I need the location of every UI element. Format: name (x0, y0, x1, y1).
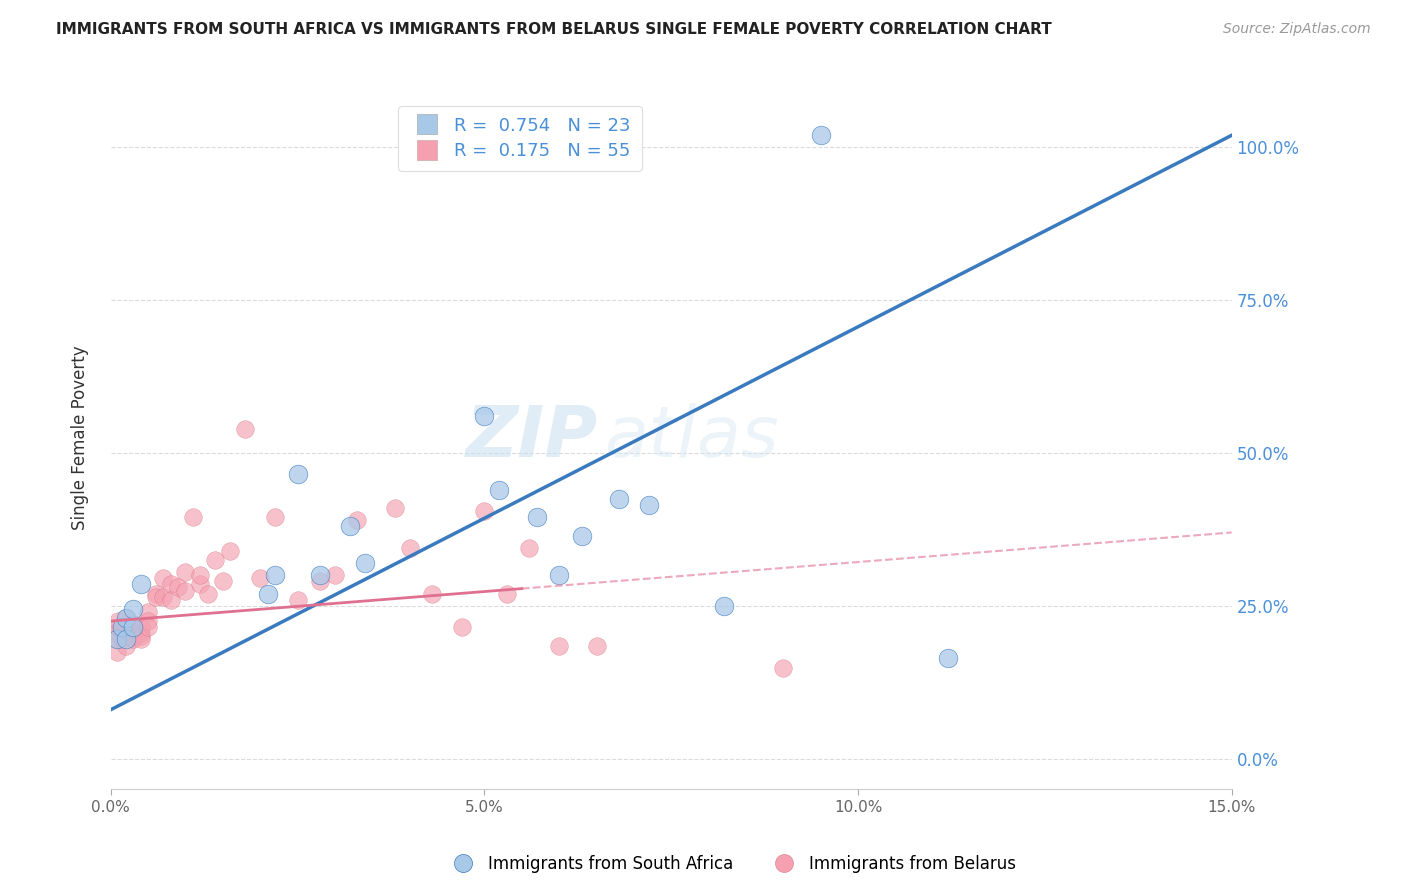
Point (233, 421, 256, 435)
Point (122, 632, 145, 647)
Point (114, 639, 136, 653)
Point (474, 504, 496, 518)
Point (103, 626, 125, 640)
Point (136, 614, 159, 628)
Point (122, 624, 145, 638)
Point (772, 661, 794, 675)
Point (637, 498, 659, 512)
Point (526, 510, 548, 524)
Point (323, 568, 346, 582)
Point (107, 620, 129, 634)
Point (309, 568, 332, 582)
Point (517, 541, 540, 555)
Point (607, 491, 630, 506)
Y-axis label: Single Female Poverty: Single Female Poverty (72, 345, 89, 530)
Point (105, 645, 128, 659)
Point (936, 650, 959, 665)
Point (122, 602, 145, 616)
Text: atlas: atlas (605, 403, 779, 472)
Text: IMMIGRANTS FROM SOUTH AFRICA VS IMMIGRANTS FROM BELARUS SINGLE FEMALE POVERTY CO: IMMIGRANTS FROM SOUTH AFRICA VS IMMIGRAN… (56, 22, 1052, 37)
Point (114, 611, 136, 625)
Legend: R =  0.754   N = 23, R =  0.175   N = 55: R = 0.754 N = 23, R = 0.175 N = 55 (398, 106, 641, 171)
Point (249, 571, 271, 585)
Point (713, 599, 735, 613)
Point (585, 639, 607, 653)
Text: Source: ZipAtlas.com: Source: ZipAtlas.com (1223, 22, 1371, 37)
Point (129, 629, 152, 643)
Point (474, 409, 496, 424)
Point (190, 577, 212, 591)
Text: ZIP: ZIP (467, 403, 599, 472)
Point (114, 620, 136, 634)
Point (129, 626, 152, 640)
Point (495, 586, 517, 600)
Point (122, 629, 145, 643)
Point (114, 629, 136, 643)
Point (114, 632, 136, 647)
Point (107, 632, 129, 647)
Point (159, 577, 181, 591)
Point (197, 586, 219, 600)
Point (167, 581, 190, 595)
Point (810, 128, 832, 143)
Point (190, 568, 212, 582)
Point (287, 592, 309, 607)
Point (159, 592, 181, 607)
Point (152, 590, 174, 604)
Point (105, 632, 128, 647)
Point (118, 626, 141, 640)
Point (174, 583, 197, 598)
Point (152, 571, 174, 585)
Legend: Immigrants from South Africa, Immigrants from Belarus: Immigrants from South Africa, Immigrants… (440, 848, 1022, 880)
Point (181, 510, 204, 524)
Point (353, 556, 375, 570)
Point (398, 541, 420, 555)
Point (136, 620, 159, 634)
Point (129, 620, 152, 634)
Point (346, 513, 368, 527)
Point (548, 639, 571, 653)
Point (384, 501, 406, 516)
Point (571, 528, 593, 542)
Point (420, 586, 443, 600)
Point (114, 611, 136, 625)
Point (111, 632, 134, 647)
Point (136, 605, 159, 619)
Point (174, 565, 197, 579)
Point (107, 614, 129, 628)
Point (212, 574, 235, 589)
Point (451, 620, 474, 634)
Point (287, 467, 309, 482)
Point (309, 574, 332, 589)
Point (548, 568, 571, 582)
Point (264, 510, 287, 524)
Point (145, 590, 167, 604)
Point (264, 568, 287, 582)
Point (219, 543, 242, 558)
Point (111, 620, 134, 634)
Point (129, 632, 152, 647)
Point (129, 577, 152, 591)
Point (488, 483, 510, 497)
Point (145, 586, 167, 600)
Point (204, 553, 226, 567)
Point (122, 620, 145, 634)
Point (122, 617, 145, 632)
Point (256, 586, 278, 600)
Point (339, 519, 361, 533)
